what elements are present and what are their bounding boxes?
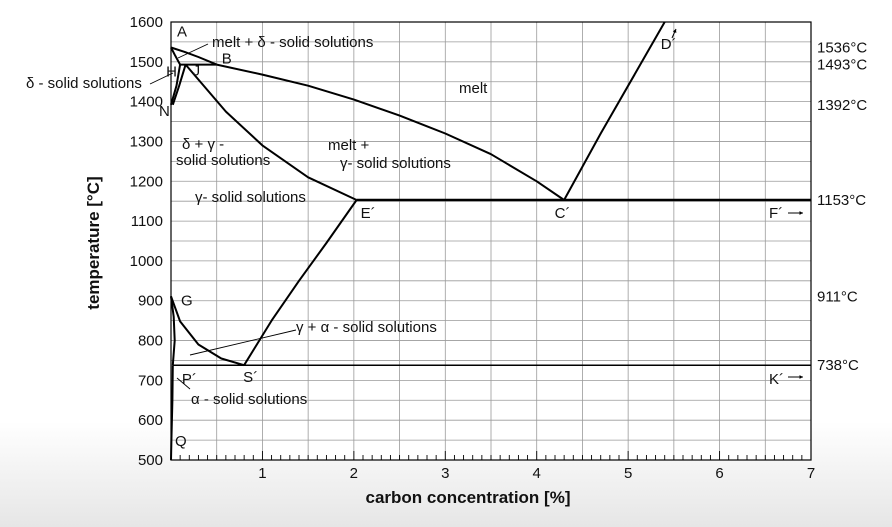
y-tick-label: 700	[138, 372, 163, 389]
y-tick-label: 1100	[131, 213, 163, 230]
x-tick-label: 1	[258, 465, 266, 482]
label-gamma-alpha: γ + α - solid solutions	[296, 319, 437, 336]
point-label: F´	[769, 205, 783, 222]
y-axis-title: temperature [°C]	[84, 176, 103, 309]
x-minor-ticks	[179, 451, 812, 460]
grid	[171, 22, 811, 460]
temperature-label: 1392°C	[817, 97, 867, 114]
liquidus-cd	[563, 21, 666, 201]
point-label: H	[166, 64, 177, 81]
point-label: S´	[243, 369, 258, 386]
label-delta-gamma-line2: solid solutions	[176, 152, 270, 169]
label-melt-gamma-line2: γ- solid solutions	[340, 155, 451, 172]
solidus-je	[184, 63, 358, 201]
x-tick-label: 2	[350, 465, 358, 482]
x-tick-label: 7	[807, 465, 815, 482]
phase-boundaries	[170, 21, 811, 461]
arrow-k-head	[799, 375, 803, 379]
x-tick-label: 5	[624, 465, 632, 482]
y-tick-label: 800	[138, 333, 163, 350]
y-tick-label: 1300	[130, 133, 163, 150]
y-tick-label: 1000	[130, 253, 163, 270]
y-tick-label: 500	[138, 452, 163, 469]
y-tick-label: 900	[138, 293, 163, 310]
point-label: Q	[175, 433, 187, 450]
delta-gamma-jn	[171, 64, 187, 106]
y-tick-label: 1600	[130, 14, 163, 31]
point-label: D´	[661, 36, 677, 53]
point-label: A	[177, 23, 187, 40]
point-label: K´	[769, 371, 784, 388]
arrow-d-head	[672, 29, 677, 33]
liquidus-bc	[216, 63, 565, 201]
label-melt-delta: melt + δ - solid solutions	[212, 34, 373, 51]
y-tick-label: 600	[138, 412, 163, 429]
label-gamma: γ- solid solutions	[195, 189, 306, 206]
x-tick-label: 3	[441, 465, 449, 482]
label-delta-gamma-line1: δ + γ -	[182, 136, 224, 153]
temperature-label: 1153°C	[817, 192, 866, 209]
temperature-label: 738°C	[817, 357, 859, 374]
point-label: P´	[182, 371, 197, 388]
point-label: C´	[555, 205, 571, 222]
a3-line-gs	[170, 295, 245, 367]
label-delta: δ - solid solutions	[26, 75, 142, 92]
point-label: B	[222, 51, 232, 68]
delta-gamma-hn	[170, 64, 182, 106]
arrow-f-head	[799, 211, 803, 215]
acm-line-es	[243, 199, 358, 366]
label-melt-gamma-line1: melt +	[328, 137, 370, 154]
solvus-gp	[170, 296, 176, 366]
y-tick-label: 1200	[130, 173, 163, 190]
x-axis-title: carbon concentration [%]	[366, 488, 571, 507]
y-tick-label: 1500	[130, 54, 163, 71]
leader-lines	[149, 43, 297, 390]
point-label: N	[159, 103, 170, 120]
point-label: J	[193, 63, 201, 80]
liquidus-ab	[170, 46, 218, 66]
y-tick-label: 1400	[130, 94, 163, 111]
label-alpha: α - solid solutions	[191, 391, 307, 408]
temperature-label: 1536°C	[817, 39, 867, 56]
point-label: E´	[361, 205, 376, 222]
x-tick-label: 6	[715, 465, 723, 482]
solidus-ah	[170, 47, 181, 66]
point-label: G	[181, 292, 193, 309]
label-melt: melt	[459, 80, 488, 97]
temperature-label: 911°C	[817, 288, 858, 305]
temperature-label: 1493°C	[817, 57, 867, 74]
x-tick-label: 4	[533, 465, 541, 482]
